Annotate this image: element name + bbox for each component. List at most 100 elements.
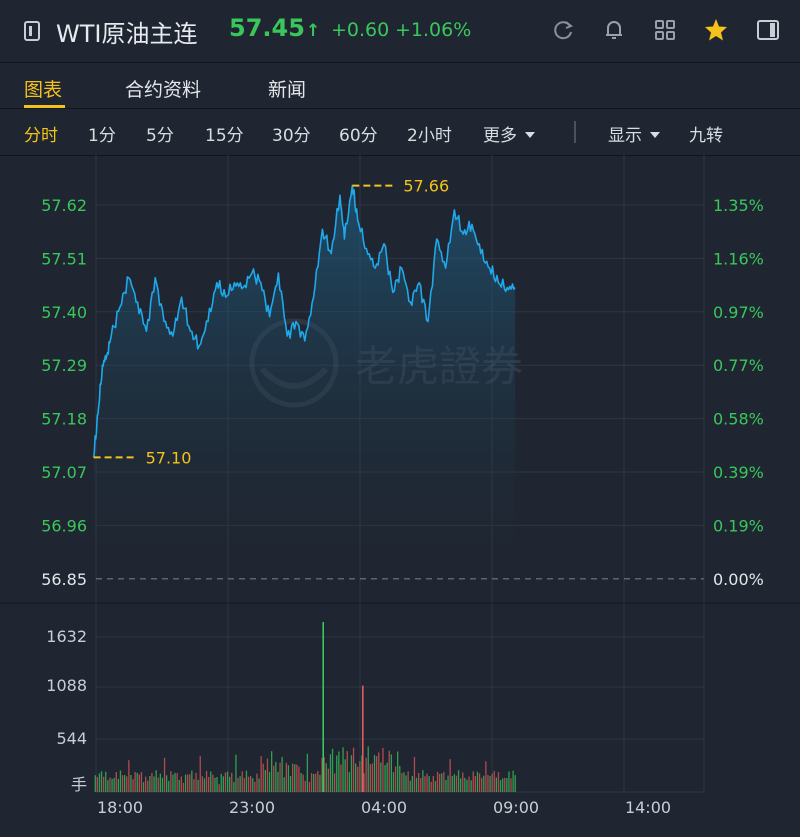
volume-bar <box>457 770 460 792</box>
volume-bar <box>357 766 359 792</box>
volume-bar <box>149 776 151 792</box>
volume-bar <box>187 774 189 792</box>
price-line <box>92 184 516 458</box>
volume-bar <box>304 780 306 792</box>
volume-bar <box>331 748 334 792</box>
intraday-chart[interactable]: 老虎證券57.6657.1057.6257.5157.4057.2957.185… <box>0 155 800 833</box>
volume-bar <box>470 780 472 792</box>
volume-bar <box>411 776 413 792</box>
volume-bar <box>166 775 168 792</box>
back-icon[interactable] <box>24 21 40 41</box>
volume-bar <box>178 779 180 792</box>
volume-bar <box>121 775 124 792</box>
period-intraday[interactable]: 分时 <box>24 126 58 146</box>
grid-icon[interactable] <box>652 17 678 43</box>
tab-news[interactable]: 新闻 <box>268 79 307 101</box>
volume-bar <box>481 777 483 792</box>
period-more-dropdown[interactable]: 更多 <box>483 121 535 146</box>
volume-bar <box>363 773 365 792</box>
volume-bar <box>403 772 405 792</box>
volume-bar <box>145 776 147 792</box>
period-2hour[interactable]: 2小时 <box>407 126 452 146</box>
volume-bar <box>155 770 157 792</box>
star-icon[interactable] <box>703 17 729 43</box>
volume-bar <box>103 776 105 792</box>
volume-bar <box>140 772 143 792</box>
period-30min[interactable]: 30分 <box>272 126 311 146</box>
volume-bar <box>214 777 216 792</box>
volume-bar <box>231 772 233 792</box>
tab-chart[interactable]: 图表 <box>24 79 63 101</box>
pct-tick-label: 0.58% <box>713 410 764 429</box>
volume-bar <box>359 761 361 792</box>
volume-bar <box>237 777 239 792</box>
chart-svg[interactable]: 老虎證券57.6657.1057.6257.5157.4057.2957.185… <box>0 155 800 833</box>
jiuzhuan-button[interactable]: 九转 <box>689 126 723 146</box>
volume-bar <box>191 770 193 792</box>
tab-contract-info[interactable]: 合约资料 <box>125 79 202 101</box>
top-bar: WTI原油主连 57.45 ↑ +0.60 +1.06% <box>0 0 800 62</box>
volume-bar <box>193 779 195 792</box>
volume-bar <box>151 772 153 792</box>
volume-bar <box>361 755 363 792</box>
volume-bar <box>415 777 418 792</box>
sidebar-icon[interactable] <box>755 17 781 43</box>
volume-bar <box>439 773 441 792</box>
volume-bar <box>430 781 432 792</box>
volume-bar <box>441 773 443 792</box>
volume-bar <box>212 774 214 792</box>
volume-bar <box>506 778 508 792</box>
volume-bar <box>130 775 132 792</box>
price-area <box>93 185 516 578</box>
volume-bar <box>497 772 500 792</box>
volume-bar <box>344 759 346 792</box>
period-60min[interactable]: 60分 <box>339 126 378 146</box>
volume-bar <box>472 771 474 792</box>
volume-bar <box>142 782 145 792</box>
volume-bar <box>96 776 98 792</box>
pct-tick-label: 1.35% <box>713 196 764 215</box>
volume-tick-label: 手 <box>71 775 87 794</box>
volume-bar <box>298 766 300 792</box>
volume-bar <box>124 775 126 792</box>
volume-bar <box>262 763 264 792</box>
pct-tick-label: 1.16% <box>713 249 764 268</box>
volume-bar <box>455 775 458 792</box>
bell-icon[interactable] <box>601 17 627 43</box>
volume-bar <box>321 758 323 792</box>
volume-bar <box>205 770 208 792</box>
volume-bar <box>224 772 227 792</box>
price-tick-label: 57.29 <box>41 356 87 375</box>
volume-bar <box>413 757 416 792</box>
volume-bar <box>325 763 327 792</box>
volume-bar <box>254 781 256 792</box>
volume-bar <box>107 780 109 792</box>
period-1min[interactable]: 1分 <box>88 126 116 146</box>
volume-bar <box>292 763 294 792</box>
volume-bar <box>126 776 128 792</box>
volume-bar <box>384 765 386 792</box>
volume-bar <box>319 774 321 792</box>
volume-bar <box>428 776 430 792</box>
volume-bar <box>424 776 426 792</box>
refresh-icon[interactable] <box>550 17 576 43</box>
volume-bar <box>407 771 409 792</box>
instrument-title: WTI原油主连 <box>56 20 198 48</box>
volume-bar <box>418 773 420 792</box>
time-tick-label: 18:00 <box>97 798 143 817</box>
volume-bar <box>256 773 258 792</box>
volume-bar <box>468 776 470 792</box>
volume-bar <box>514 775 516 792</box>
period-15min[interactable]: 15分 <box>205 126 244 146</box>
display-dropdown[interactable]: 显示 <box>608 121 660 146</box>
price-tick-label: 57.40 <box>41 303 87 322</box>
volume-bar <box>487 775 489 792</box>
low-label: 57.10 <box>146 448 192 467</box>
volume-bar <box>172 774 174 792</box>
volume-bar <box>504 777 506 792</box>
period-5min[interactable]: 5分 <box>146 126 174 146</box>
volume-bar <box>422 770 424 792</box>
volume-bar <box>100 771 103 792</box>
toolbar-divider <box>574 121 576 143</box>
volume-bar <box>229 776 231 792</box>
